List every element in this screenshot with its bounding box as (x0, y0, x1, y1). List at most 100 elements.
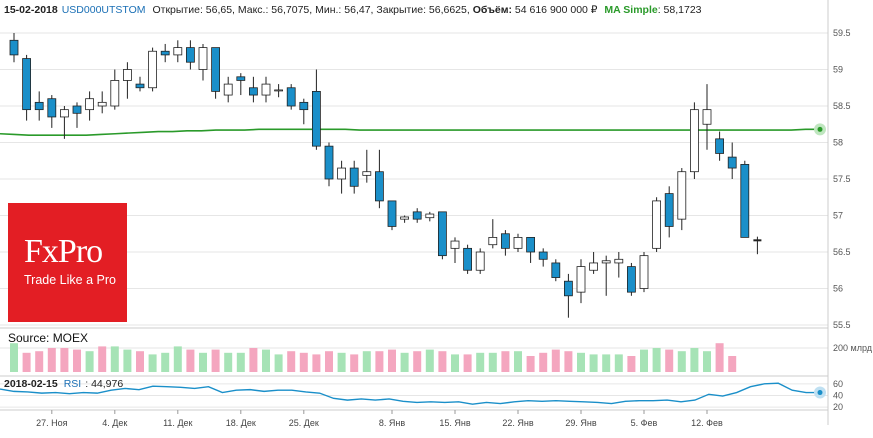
x-tick-label: 12. Фев (691, 418, 723, 428)
volume-bar (299, 352, 308, 372)
volume-bar (35, 351, 44, 372)
rsi-label: RSI (63, 378, 82, 390)
candle-body (9, 39, 19, 56)
candle-body (601, 260, 611, 264)
volume-bar (577, 352, 585, 372)
volume-bar (249, 348, 258, 372)
volume-bar (136, 351, 144, 372)
candle-body (22, 58, 32, 111)
candle-body (387, 200, 397, 227)
price-tick-label: 55.5 (833, 320, 851, 330)
volume-bar (186, 349, 195, 372)
candle-body (198, 47, 208, 70)
x-tick-label: 27. Ноя (36, 418, 68, 428)
volume-bar (438, 351, 447, 372)
candle-body (526, 236, 535, 253)
volume-bar (47, 348, 56, 372)
price-tick-label: 57 (833, 211, 843, 221)
candle-body (173, 47, 183, 56)
header-close: Закрытие: 56,6625, (376, 4, 470, 16)
fxpro-logo: FxPro Trade Like a Pro (8, 203, 127, 322)
candle-body (400, 216, 410, 220)
candle-body (85, 98, 94, 111)
volume-bar (173, 346, 182, 372)
candle-body (727, 156, 737, 169)
candle-body (425, 213, 435, 219)
candle-body (564, 280, 573, 297)
volume-bar (463, 354, 472, 372)
candle-body (223, 83, 233, 96)
candle-body (123, 69, 132, 81)
candle-body (639, 255, 649, 289)
rsi-end-dot (817, 390, 823, 396)
header-low: Мин.: 56,47, (315, 4, 374, 16)
candle-body (740, 163, 750, 238)
candle-body (664, 193, 674, 227)
rsi-date: 2018-02-15 (4, 378, 58, 390)
volume-bar (362, 351, 371, 372)
candle-body (475, 251, 485, 271)
price-header: 15-02-2018 USD000UTSTOM Открытие: 56,65, … (4, 4, 702, 16)
candle-body (463, 247, 473, 271)
candle-body (185, 47, 195, 63)
volume-bar (551, 349, 560, 372)
ma-end-dot (817, 126, 823, 132)
candle-body (97, 101, 107, 107)
candle-body (513, 236, 523, 249)
x-tick-label: 8. Янв (379, 418, 405, 428)
candle-body (412, 211, 422, 220)
price-tick-label: 59 (833, 65, 843, 75)
volume-bar (564, 351, 573, 372)
candle-body (34, 101, 44, 111)
candle-body (299, 101, 309, 111)
volume-bar (60, 348, 69, 372)
volume-bar (73, 349, 81, 372)
candle-body (274, 89, 284, 92)
volume-bar (274, 354, 283, 372)
candle-body (286, 87, 296, 107)
candle-body (538, 251, 548, 260)
volume-tick-label: 200 млрд (833, 343, 873, 353)
x-tick-label: 18. Дек (226, 418, 256, 428)
volume-bar (224, 352, 233, 372)
price-tick-label: 57.5 (833, 174, 851, 184)
candle-body (690, 109, 699, 173)
price-tick-label: 59.5 (833, 28, 851, 38)
volume-bar (640, 349, 648, 372)
volume-bar (715, 343, 724, 372)
volume-bar (488, 352, 497, 372)
volume-bar (287, 351, 296, 372)
price-tick-label: 56 (833, 284, 843, 294)
candle-body (450, 240, 460, 249)
volume-bar (501, 351, 510, 372)
header-volume-value: 54 616 900 000 ₽ (514, 4, 598, 16)
volume-bar (123, 349, 132, 372)
volume-bar (413, 351, 422, 372)
rsi-value: : 44,976 (85, 378, 124, 390)
candle-body (261, 83, 271, 96)
volume-bar (337, 352, 346, 372)
x-tick-label: 25. Дек (289, 418, 319, 428)
candle-body (374, 171, 384, 202)
candle-body (47, 98, 57, 118)
volume-bar (110, 346, 119, 372)
candle-body (236, 76, 246, 81)
rsi-tick-label: 60 (833, 379, 843, 389)
candle-body (60, 109, 69, 118)
candle-body (500, 233, 510, 249)
rsi-line (0, 382, 820, 405)
volume-bar (703, 351, 711, 372)
volume-bar (161, 352, 170, 372)
volume-bar (98, 346, 107, 372)
volume-bar (652, 348, 661, 372)
x-tick-label: 4. Дек (102, 418, 127, 428)
volume-bar (350, 354, 359, 372)
header-high: Макс.: 56,7075, (237, 4, 313, 16)
candle-body (652, 200, 661, 249)
volume-bar (602, 354, 611, 372)
candle-body (211, 47, 221, 92)
volume-bar (589, 354, 598, 372)
source-label: Source: MOEX (8, 331, 89, 345)
candle-body (160, 50, 170, 56)
price-tick-label: 56.5 (833, 247, 851, 257)
